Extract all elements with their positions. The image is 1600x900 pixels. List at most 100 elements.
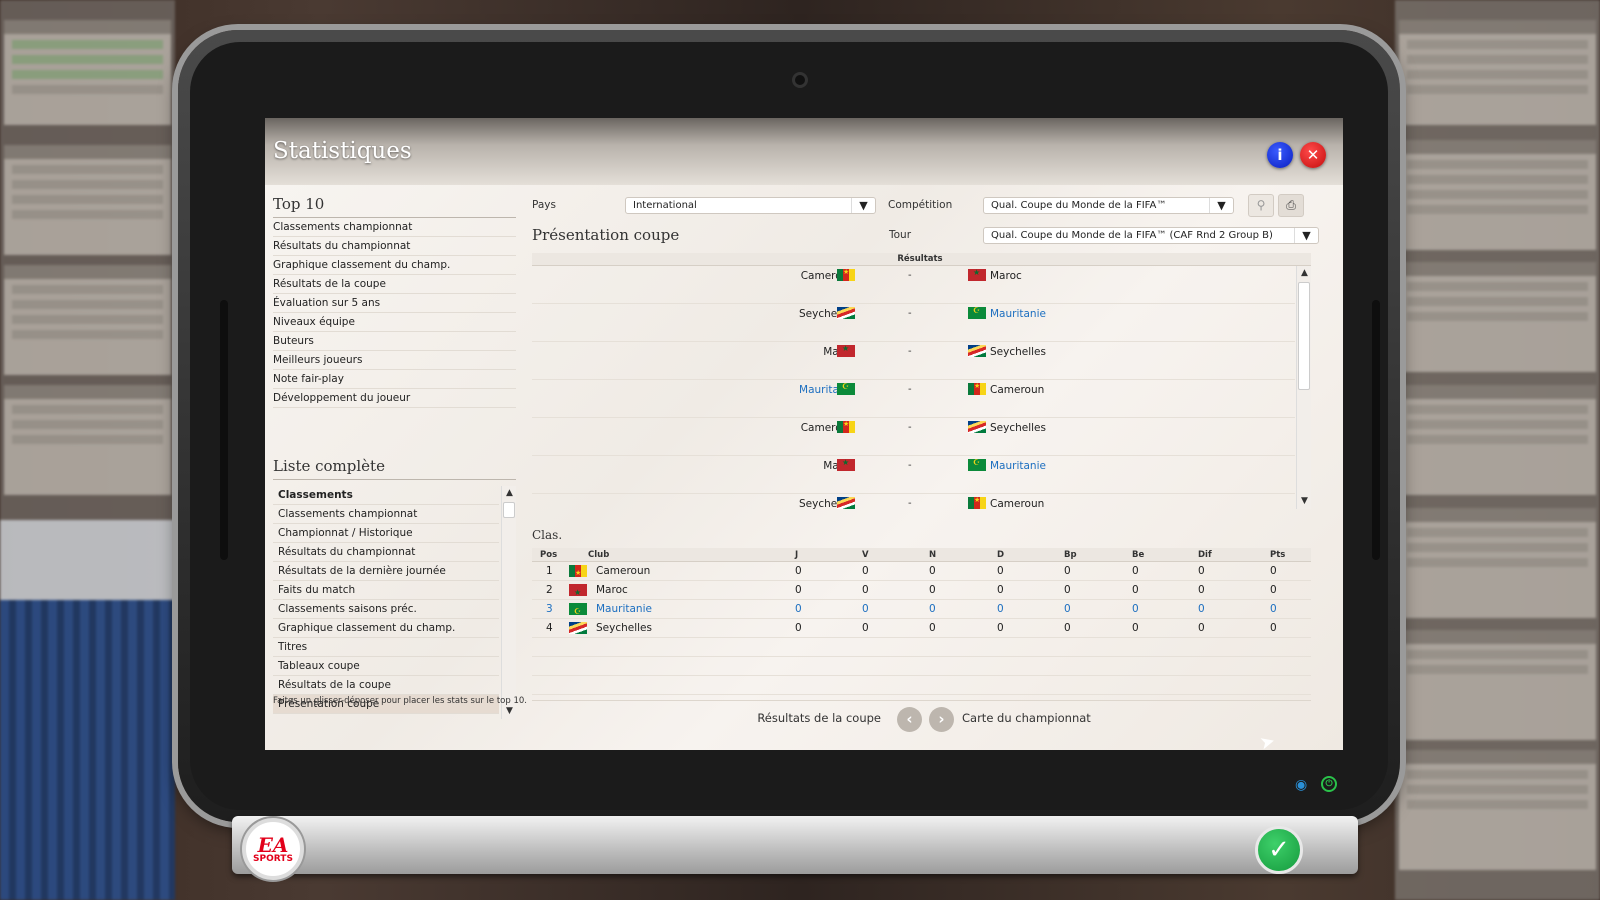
score-separator: - [908,460,912,471]
pin-button[interactable]: ⚲ [1248,194,1274,217]
checkmark-icon: ✓ [1268,835,1290,865]
list-category-header[interactable]: Classements [273,486,499,505]
competition-dropdown[interactable]: Qual. Coupe du Monde de la FIFA™ ▼ [983,197,1234,214]
print-button[interactable]: ⎙ [1278,194,1304,217]
top10-item[interactable]: Résultats du championnat [273,237,516,256]
list-item[interactable]: Résultats de la dernière journée [273,562,499,581]
scroll-down-icon[interactable]: ▼ [1301,496,1308,506]
scroll-up-icon[interactable]: ▲ [1301,268,1308,278]
home-flag-icon [837,497,855,509]
chevron-down-icon: ▼ [1209,198,1233,213]
away-flag-icon [968,459,986,471]
full-list: Classements Classements championnat Champi… [273,486,516,719]
club-flag-icon [569,565,587,577]
full-list-scrollbar[interactable]: ▲ ▼ [501,486,516,719]
top10-item[interactable]: Meilleurs joueurs [273,351,516,370]
info-button[interactable]: i [1267,142,1293,168]
next-page-label[interactable]: Carte du championnat [962,711,1091,725]
empty-row [532,676,1311,695]
club-flag-icon [569,622,587,634]
top10-item[interactable]: Classements championnat [273,218,516,237]
tour-dropdown[interactable]: Qual. Coupe du Monde de la FIFA™ (CAF Rn… [983,227,1319,244]
column-header[interactable]: V [862,550,869,560]
list-item[interactable]: Faits du match [273,581,499,600]
list-item[interactable]: Présentation coupe [273,695,499,714]
results-header: Résultats [532,253,1311,266]
match-row[interactable]: Seychelles - Cameroun [532,494,1295,509]
scroll-thumb[interactable] [1298,282,1310,390]
column-header[interactable]: Pts [1270,550,1286,560]
stat-cell: 0 [1198,565,1205,577]
list-item[interactable]: Championnat / Historique [273,524,499,543]
column-header[interactable]: Pos [540,550,558,560]
list-item[interactable]: Graphique classement du champ. [273,619,499,638]
scroll-thumb[interactable] [503,502,515,518]
stat-cell: 0 [1270,603,1277,615]
score-separator: - [908,422,912,433]
score-separator: - [908,384,912,395]
confirm-button[interactable]: ✓ [1255,826,1303,874]
top10-item[interactable]: Note fair-play [273,370,516,389]
column-header[interactable]: N [929,550,937,560]
list-item[interactable]: Résultats du championnat [273,543,499,562]
club-cell[interactable]: Mauritanie [596,603,652,615]
column-header[interactable]: Dif [1198,550,1212,560]
column-header[interactable]: Club [588,550,610,560]
stat-cell: 0 [1270,565,1277,577]
competition-value: Qual. Coupe du Monde de la FIFA™ [991,200,1167,211]
list-item[interactable]: Classements championnat [273,505,499,524]
top10-item[interactable]: Buteurs [273,332,516,351]
stat-cell: 0 [862,622,869,634]
list-item[interactable]: Résultats de la coupe [273,676,499,695]
match-row[interactable]: Cameroun-Seychelles [532,418,1295,456]
scroll-down-icon[interactable]: ▼ [506,706,513,716]
stat-cell: 0 [997,565,1004,577]
stat-cell: 0 [795,565,802,577]
tour-value: Qual. Coupe du Monde de la FIFA™ (CAF Rn… [991,230,1273,241]
list-item[interactable]: Classements saisons préc. [273,600,499,619]
club-cell: Seychelles [596,622,652,634]
match-row[interactable]: Cameroun-Maroc [532,266,1295,304]
match-row[interactable]: Mauritanie-Cameroun [532,380,1295,418]
prev-button[interactable]: ‹ [897,707,922,732]
column-header[interactable]: Bp [1064,550,1077,560]
table-row[interactable]: 2 Maroc 0 0 0 0 0 0 0 0 [532,581,1311,600]
home-flag-icon [837,421,855,433]
away-team[interactable]: Mauritanie [990,308,1046,320]
home-flag-icon [837,345,855,357]
stat-cell: 0 [1270,584,1277,596]
away-flag-icon [968,497,986,509]
top10-item[interactable]: Évaluation sur 5 ans [273,294,516,313]
stat-cell: 0 [1132,622,1139,634]
match-row[interactable]: Seychelles-Mauritanie [532,304,1295,342]
top10-item[interactable]: Graphique classement du champ. [273,256,516,275]
match-row[interactable]: Maroc-Seychelles [532,342,1295,380]
club-cell: Cameroun [596,565,651,577]
next-button[interactable]: › [929,707,954,732]
away-team[interactable]: Mauritanie [990,460,1046,472]
position-cell: 1 [546,565,553,577]
power-icon[interactable]: ⏻ [1321,776,1337,792]
chevron-down-icon: ▼ [851,198,875,213]
top10-item[interactable]: Résultats de la coupe [273,275,516,294]
table-row[interactable]: 3 Mauritanie 0 0 0 0 0 0 0 0 [532,600,1311,619]
table-row[interactable]: 4 Seychelles 0 0 0 0 0 0 0 0 [532,619,1311,638]
scroll-up-icon[interactable]: ▲ [506,488,513,498]
column-header[interactable]: Be [1132,550,1145,560]
close-button[interactable]: ✕ [1300,142,1326,168]
score-separator: - [908,498,912,509]
pays-dropdown[interactable]: International ▼ [625,197,876,214]
top10-item[interactable]: Niveaux équipe [273,313,516,332]
away-flag-icon [968,307,986,319]
column-header[interactable]: D [997,550,1005,560]
table-row[interactable]: 1 Cameroun 0 0 0 0 0 0 0 0 [532,562,1311,581]
column-header[interactable]: J [795,550,799,560]
match-row[interactable]: Maroc-Mauritanie [532,456,1295,494]
top10-item[interactable]: Développement du joueur [273,389,516,408]
results-scrollbar[interactable]: ▲ ▼ [1296,266,1311,509]
prev-page-label[interactable]: Résultats de la coupe [757,711,881,725]
away-team: Cameroun [990,384,1045,396]
list-item[interactable]: Titres [273,638,499,657]
list-item[interactable]: Tableaux coupe [273,657,499,676]
